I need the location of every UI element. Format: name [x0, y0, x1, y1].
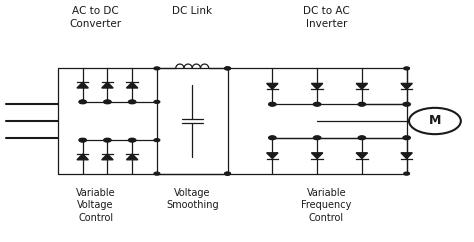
Circle shape [270, 103, 275, 106]
Polygon shape [77, 154, 88, 160]
Circle shape [270, 136, 275, 139]
Circle shape [359, 103, 365, 106]
Circle shape [225, 67, 230, 70]
Circle shape [404, 136, 410, 139]
Circle shape [129, 139, 135, 142]
Circle shape [314, 136, 320, 139]
Circle shape [225, 172, 230, 175]
Text: Voltage
Smoothing: Voltage Smoothing [166, 188, 219, 210]
Polygon shape [77, 82, 88, 88]
Polygon shape [356, 153, 367, 159]
Circle shape [80, 139, 85, 142]
Polygon shape [102, 82, 113, 88]
Circle shape [129, 100, 135, 103]
Polygon shape [127, 154, 138, 160]
Circle shape [404, 67, 410, 70]
Polygon shape [267, 83, 278, 89]
Polygon shape [401, 83, 412, 89]
Circle shape [80, 100, 85, 103]
Circle shape [154, 139, 160, 142]
Polygon shape [311, 153, 323, 159]
Text: Variable
Frequency
Control: Variable Frequency Control [301, 188, 352, 223]
Text: DC to AC
Inverter: DC to AC Inverter [303, 6, 350, 29]
Polygon shape [102, 154, 113, 160]
Polygon shape [127, 82, 138, 88]
Circle shape [80, 139, 85, 142]
Circle shape [359, 136, 365, 139]
Circle shape [105, 139, 110, 142]
Circle shape [105, 100, 110, 103]
Polygon shape [401, 153, 412, 159]
Circle shape [225, 67, 230, 70]
Circle shape [154, 100, 160, 103]
Text: AC to DC
Converter: AC to DC Converter [70, 6, 122, 29]
Circle shape [404, 172, 410, 175]
Polygon shape [356, 83, 367, 89]
Circle shape [404, 103, 410, 106]
Text: M: M [428, 114, 441, 128]
Polygon shape [267, 153, 278, 159]
Text: Variable
Voltage
Control: Variable Voltage Control [76, 188, 116, 223]
Polygon shape [311, 83, 323, 89]
Text: DC Link: DC Link [172, 6, 212, 16]
Circle shape [154, 67, 160, 70]
Circle shape [314, 103, 320, 106]
Circle shape [154, 172, 160, 175]
Circle shape [80, 100, 85, 103]
Circle shape [225, 172, 230, 175]
